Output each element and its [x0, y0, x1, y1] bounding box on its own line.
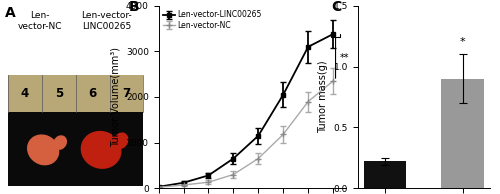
Text: B: B — [128, 0, 140, 14]
Text: **: ** — [340, 53, 349, 62]
Text: A: A — [5, 6, 16, 20]
Text: *: * — [460, 37, 466, 47]
Y-axis label: Tumor Volume(mm³): Tumor Volume(mm³) — [110, 47, 120, 147]
Ellipse shape — [54, 136, 66, 149]
Text: 4: 4 — [20, 87, 29, 100]
Bar — [8, 75, 143, 112]
Text: 5: 5 — [54, 87, 63, 100]
Legend: Len-vector-LINC00265, Len-vector-NC: Len-vector-LINC00265, Len-vector-NC — [162, 10, 262, 31]
Y-axis label: Tumor mass(g): Tumor mass(g) — [318, 61, 328, 133]
Bar — [364, 161, 406, 188]
Ellipse shape — [114, 133, 128, 148]
Text: 7: 7 — [122, 87, 130, 100]
Bar — [8, 112, 143, 186]
Bar — [442, 79, 484, 188]
Text: 6: 6 — [88, 87, 96, 100]
Text: C: C — [332, 0, 342, 14]
Ellipse shape — [82, 132, 121, 168]
Text: Len-vector-
LINC00265: Len-vector- LINC00265 — [82, 11, 132, 31]
Text: Len-
vector-NC: Len- vector-NC — [18, 11, 62, 31]
Ellipse shape — [28, 135, 58, 165]
